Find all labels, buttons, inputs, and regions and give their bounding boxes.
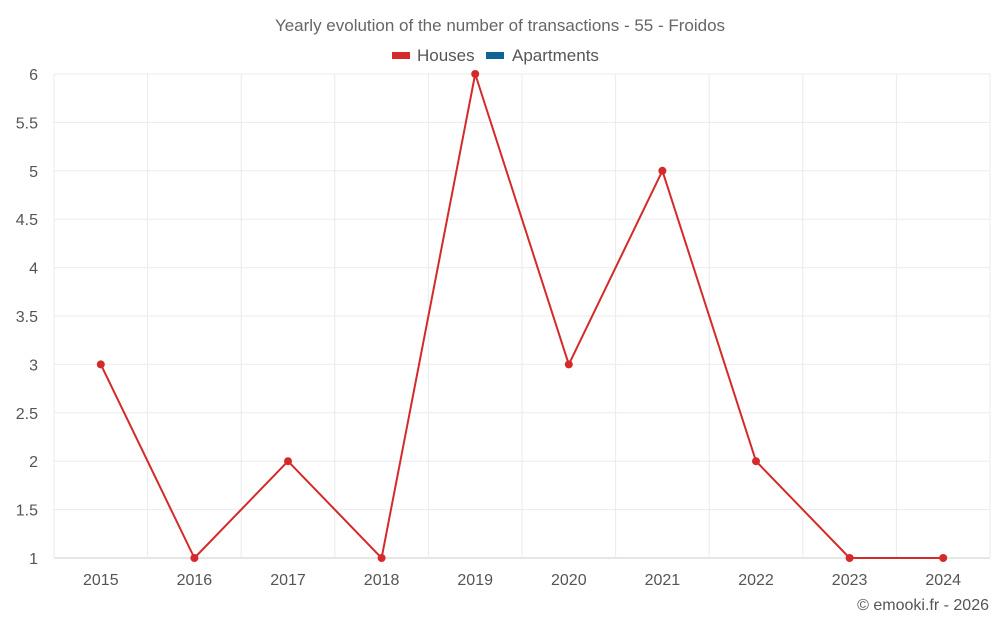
y-axis-ticks: 1 1.5 2 2.5 3 3.5 4 4.5 5 5.5 6 — [16, 67, 38, 568]
legend-swatch-houses[interactable] — [392, 52, 410, 59]
data-point-houses-2024[interactable] — [939, 554, 948, 562]
y-tick-label: 4 — [29, 261, 38, 278]
x-tick-label: 2018 — [364, 572, 400, 589]
data-point-houses-2020[interactable] — [564, 360, 573, 369]
y-tick-label: 3.5 — [16, 309, 38, 326]
grid — [53, 73, 991, 559]
y-tick-label: 5.5 — [16, 115, 38, 132]
chart-title: Yearly evolution of the number of transa… — [275, 16, 725, 35]
x-tick-label: 2016 — [177, 572, 213, 589]
x-tick-label: 2024 — [925, 572, 961, 589]
y-tick-label: 6 — [29, 67, 38, 84]
data-point-houses-2016[interactable] — [190, 554, 199, 562]
data-point-houses-2023[interactable] — [845, 554, 854, 562]
y-tick-label: 2 — [29, 454, 38, 471]
data-point-houses-2017[interactable] — [284, 457, 292, 466]
legend-label-houses[interactable]: Houses — [417, 46, 475, 65]
credit-text: © emooki.fr - 2026 — [857, 597, 989, 614]
legend-label-apartments[interactable]: Apartments — [512, 46, 599, 65]
x-tick-label: 2023 — [832, 572, 868, 589]
y-tick-label: 1 — [29, 551, 38, 568]
series-line-houses — [99, 73, 944, 559]
x-axis-ticks: 2015 2016 2017 2018 2019 2020 2021 2022 2023 2024 — [83, 572, 961, 589]
y-tick-label: 5 — [29, 164, 38, 181]
x-tick-label: 2017 — [270, 572, 306, 589]
x-tick-label: 2020 — [551, 572, 587, 589]
series-houses — [96, 70, 948, 562]
x-tick-label: 2022 — [738, 572, 774, 589]
legend-swatch-apartments[interactable] — [486, 52, 504, 59]
x-tick-label: 2015 — [83, 572, 119, 589]
data-point-houses-2022[interactable] — [752, 457, 760, 466]
data-point-houses-2018[interactable] — [377, 554, 386, 562]
y-tick-label: 2.5 — [16, 406, 38, 423]
x-tick-label: 2019 — [457, 572, 493, 589]
legend: Houses Apartments — [392, 46, 599, 65]
y-tick-label: 4.5 — [16, 212, 38, 229]
x-tick-label: 2021 — [645, 572, 681, 589]
y-tick-label: 1.5 — [16, 503, 38, 520]
data-point-houses-2019[interactable] — [471, 70, 480, 78]
data-point-houses-2015[interactable] — [96, 360, 105, 369]
data-point-houses-2021[interactable] — [658, 166, 667, 175]
y-tick-label: 3 — [29, 357, 38, 374]
